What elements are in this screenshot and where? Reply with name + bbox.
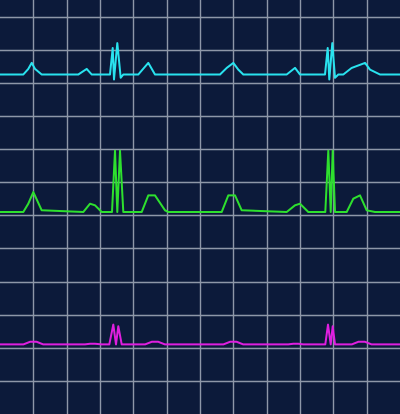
waveform-traces: [0, 42, 400, 346]
trace-top: [0, 42, 400, 81]
trace-middle: [0, 149, 400, 213]
horizontal-gridlines: [0, 16, 400, 383]
trace-bottom: [0, 323, 400, 346]
vertical-gridlines: [32, 0, 369, 414]
